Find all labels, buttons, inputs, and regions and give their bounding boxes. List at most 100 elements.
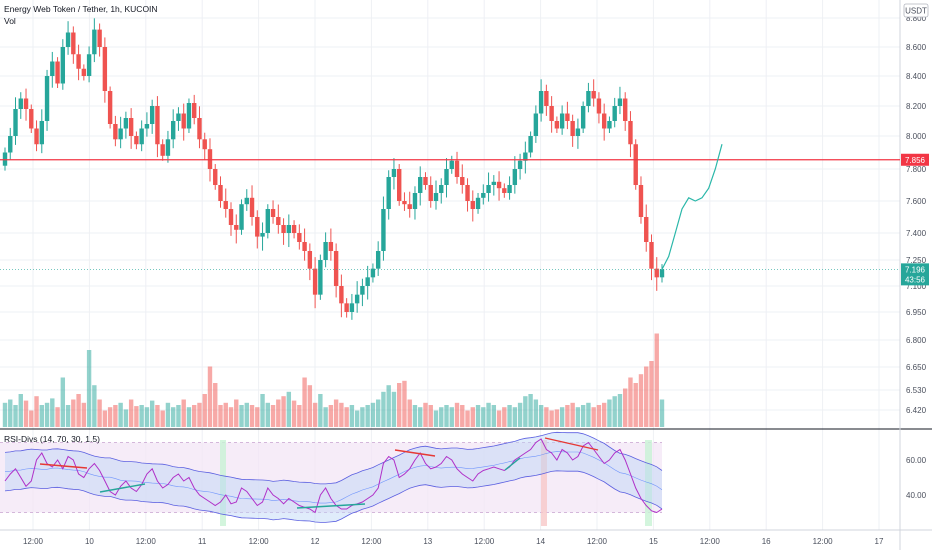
rsi-tick-label: 60.00: [906, 456, 927, 465]
volume-bar: [412, 405, 418, 427]
candle-body: [186, 103, 192, 129]
candle-body: [260, 233, 265, 237]
candle-body: [123, 118, 129, 129]
volume-bar: [549, 410, 554, 427]
volume-bar: [302, 377, 307, 427]
price-tick-label: 8.800: [906, 14, 927, 23]
candle-body: [433, 193, 439, 201]
candle-body: [628, 121, 633, 145]
currency-label: USDT: [905, 7, 927, 16]
candle-body: [575, 128, 581, 136]
candle-body: [644, 217, 649, 242]
volume-bar: [123, 409, 129, 427]
volume-bar: [312, 402, 318, 427]
volume-bar: [575, 407, 581, 427]
candle-body: [55, 61, 60, 84]
volume-bar: [465, 410, 470, 427]
candle-body: [218, 185, 223, 201]
candle-body: [71, 32, 76, 55]
price-tick-label: 8.200: [906, 102, 927, 111]
volume-bar: [512, 407, 518, 427]
candle-body: [365, 277, 370, 286]
candle-body: [239, 204, 244, 230]
candle-body: [507, 185, 512, 193]
candle-body: [523, 152, 528, 161]
volume-bar: [297, 405, 302, 427]
candle-body: [170, 121, 176, 140]
candle-body: [8, 136, 13, 153]
last-price-tag: [901, 263, 929, 286]
candle-body: [281, 225, 286, 233]
currency-badge[interactable]: [903, 3, 929, 18]
candle-body: [649, 242, 654, 269]
candle-body: [391, 169, 397, 177]
candle-body: [491, 181, 497, 185]
candle-body: [428, 185, 433, 201]
volume-bar: [197, 402, 202, 427]
candle-body: [207, 149, 213, 169]
time-tick-label: 17: [875, 537, 884, 546]
candle-body: [496, 181, 502, 189]
time-tick-label: 12:00: [813, 537, 834, 546]
volume-bar: [323, 407, 328, 427]
candle-body: [50, 61, 55, 76]
volume-bar: [580, 405, 586, 427]
candle-body: [181, 113, 186, 129]
price-tick-label: 7.250: [906, 256, 927, 265]
rsi-band-fill: [5, 432, 662, 523]
volume-bar: [496, 410, 502, 427]
time-tick-label: 15: [649, 537, 658, 546]
candle-body: [638, 185, 644, 217]
candle-body: [386, 177, 391, 209]
volume-bar: [428, 405, 433, 427]
candle-body: [202, 139, 207, 150]
candles: [2, 18, 665, 320]
volume-bar: [155, 405, 160, 427]
candle-body: [412, 193, 418, 209]
candle-body: [475, 197, 481, 209]
candle-body: [34, 128, 39, 145]
candle-body: [460, 177, 465, 185]
volume-bar: [97, 399, 102, 427]
time-tick-label: 12: [311, 537, 320, 546]
candle-body: [554, 121, 560, 129]
volume-bar: [113, 405, 118, 427]
volume-bar: [460, 405, 465, 427]
volume-bar: [160, 410, 165, 427]
candle-body: [307, 251, 313, 269]
candle-body: [570, 121, 575, 136]
volume-bar: [276, 399, 281, 427]
volume-bar: [255, 407, 260, 427]
rsi-upper-band: [4, 431, 663, 485]
volume-bar: [307, 385, 313, 427]
volume-bar: [381, 391, 386, 427]
volume-bar: [439, 407, 444, 427]
candle-body: [302, 242, 307, 251]
volume-bar: [234, 399, 239, 427]
rsi-divergence-line: [39, 463, 88, 469]
volume-bar: [418, 407, 423, 427]
candle-body: [265, 209, 270, 233]
candle-body: [197, 118, 202, 140]
volume-bar: [202, 394, 207, 427]
volume-bar: [517, 402, 523, 427]
volume-bar: [502, 407, 507, 427]
volume-bar: [249, 405, 255, 427]
volume-bar: [149, 400, 155, 427]
projection-path: [661, 144, 723, 270]
candle-body: [596, 98, 602, 114]
candle-body: [360, 286, 365, 295]
candle-body: [23, 98, 29, 109]
candle-body: [449, 160, 454, 169]
candle-body: [375, 251, 381, 269]
candle-body: [118, 128, 123, 140]
volume-bar: [407, 399, 412, 427]
volume-bar: [223, 402, 228, 427]
volume-bar: [375, 399, 381, 427]
volume-bar: [623, 388, 628, 427]
rsi-divergence-line: [99, 483, 146, 493]
candle-body: [155, 106, 160, 145]
volume-bar: [118, 402, 123, 427]
